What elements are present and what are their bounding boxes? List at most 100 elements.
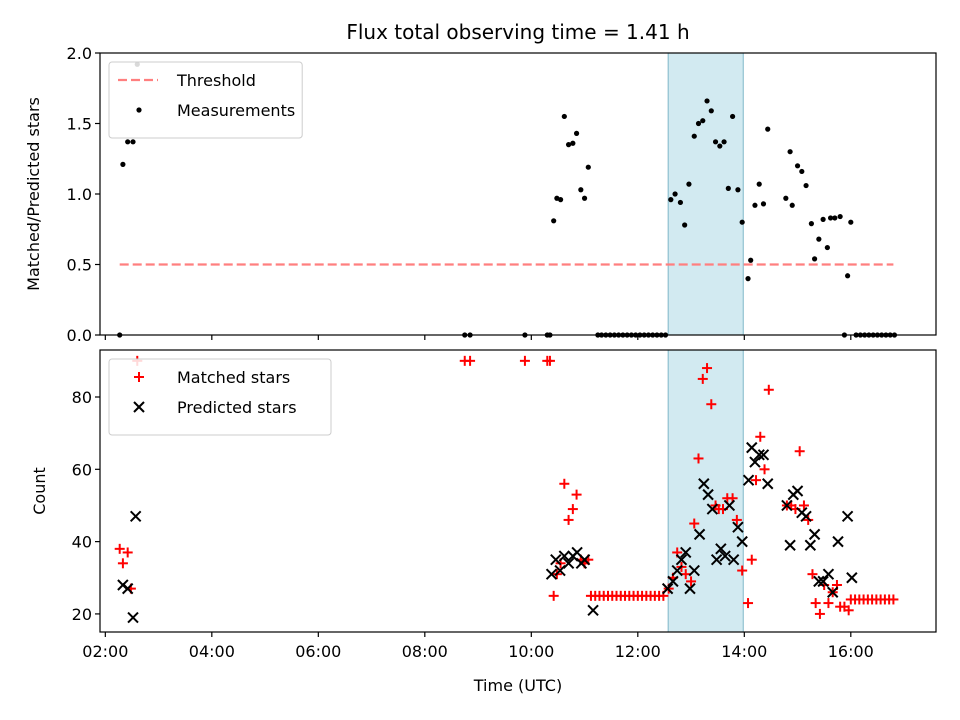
- bottom-x-point-36-b: [757, 449, 770, 461]
- bottom-legend: Matched stars Predicted stars: [108, 358, 332, 436]
- bottom-x-point-51-b: [841, 510, 854, 523]
- bottom-x-point-48-b: [822, 568, 835, 580]
- bottom-y-tick-label-1: 40: [72, 533, 92, 552]
- top-legend-label-0: Threshold: [176, 71, 256, 90]
- bottom-x-point-4-b: [545, 568, 558, 580]
- bottom-plus-point-47: [702, 363, 713, 374]
- top-dot-point-72: [832, 215, 838, 221]
- top-legend: Threshold Measurements: [108, 61, 303, 139]
- top-dot-point-73: [837, 213, 843, 220]
- top-dot-point-47: [712, 139, 719, 145]
- bottom-y-tick-label-2: 60: [72, 460, 92, 479]
- top-dot-point-38: [672, 191, 678, 197]
- bottom-plus-point-61: [763, 384, 774, 395]
- bottom-axes-frame: [99, 349, 937, 633]
- top-dot-point-55: [748, 257, 754, 263]
- bottom-plus-point-48: [706, 399, 717, 410]
- bottom-x-point-12-b: [578, 553, 591, 566]
- bottom-x-point-38-b: [781, 499, 793, 512]
- bottom-x-point-41: [791, 485, 804, 497]
- bottom-x-point-4: [545, 568, 558, 580]
- bottom-plus-point-10: [548, 590, 559, 601]
- top-dot-point-67: [811, 256, 818, 262]
- bottom-x-point-32: [742, 474, 755, 486]
- bottom-x-point-35-b: [753, 449, 765, 461]
- bottom-x-point-45-b: [808, 528, 821, 541]
- bottom-x-point-36: [757, 449, 770, 461]
- bottom-plus-point-42: [680, 569, 691, 580]
- chart-title: Flux total observing time = 1.41 h: [346, 20, 689, 44]
- top-dot-point-2: [125, 139, 131, 145]
- bottom-x-point-8-b: [562, 557, 575, 570]
- top-y-ticks: 0.0 0.5 1.0 1.5 2.0: [67, 44, 100, 345]
- bottom-x-point-30: [732, 521, 744, 533]
- bottom-legend-swatch-1: [133, 401, 145, 413]
- bottom-x-point-10-b: [571, 546, 583, 559]
- top-dot-point-40: [682, 222, 688, 228]
- bottom-x-point-3: [129, 510, 142, 523]
- top-dot-point-41: [686, 181, 692, 187]
- bottom-x-point-48: [822, 568, 835, 580]
- bottom-plus-point-70: [814, 608, 825, 619]
- bottom-plus-point-56: [743, 598, 754, 609]
- top-dot-point-3: [130, 139, 136, 145]
- bottom-plus-point-60: [759, 464, 770, 475]
- bottom-x-point-32-b: [742, 474, 755, 486]
- top-panel: 0.00.51.01.52.0 Matched/Predicted stars …: [24, 44, 937, 345]
- bottom-x-point-38: [781, 499, 793, 512]
- bottom-x-point-7: [558, 550, 571, 562]
- bottom-plus-point-16: [571, 489, 582, 500]
- bottom-plus-point-68: [807, 569, 818, 580]
- bottom-x-point-5: [550, 553, 562, 566]
- top-y-tick-label-1: 0.5: [67, 256, 92, 275]
- bottom-plus-point-54: [731, 514, 742, 525]
- top-dot-point-45: [704, 98, 710, 104]
- bottom-plus-point-67: [803, 514, 814, 525]
- top-dot-point-69: [820, 216, 826, 222]
- x-tick-label-3: 08:00: [402, 642, 448, 661]
- bottom-x-point-27: [719, 550, 731, 562]
- top-dot-point-52: [735, 187, 741, 193]
- top-dot-point-17: [578, 187, 584, 193]
- top-y-tick-label-0: 0.0: [67, 326, 92, 345]
- bottom-x-point-28-b: [723, 499, 736, 512]
- bottom-x-point-12: [578, 553, 591, 566]
- bottom-plus-point-13: [559, 478, 570, 489]
- bottom-x-point-46-b: [813, 575, 825, 588]
- bottom-x-point-35: [753, 449, 765, 461]
- x-tick-label-6: 14:00: [721, 642, 767, 661]
- top-dot-point-75: [848, 219, 854, 225]
- top-dot-point-49: [721, 139, 727, 145]
- bottom-plus-point-9: [544, 355, 555, 366]
- top-dot-point-59: [765, 126, 771, 132]
- bottom-x-point-19-b: [684, 582, 696, 595]
- top-dot-point-42: [691, 133, 697, 139]
- bottom-x-point-25: [710, 553, 723, 566]
- bottom-y-tick-label-3: 80: [72, 388, 92, 407]
- bottom-x-point-24-b: [706, 503, 719, 515]
- bottom-x-point-18-b: [680, 546, 692, 559]
- bottom-plus-point-15: [567, 504, 578, 515]
- bottom-plus-point-55: [737, 565, 748, 576]
- bottom-x-point-52: [846, 572, 858, 584]
- top-span-rect: [667, 52, 744, 336]
- top-dot-point-43: [695, 120, 702, 127]
- top-y-tick-label-3: 1.5: [67, 115, 92, 134]
- bottom-x-point-45: [808, 528, 821, 541]
- bottom-x-point-37: [762, 478, 774, 490]
- bottom-x-point-47-b: [817, 575, 829, 588]
- bottom-x-point-23-b: [702, 488, 714, 501]
- top-dot-point-58: [760, 201, 767, 207]
- bottom-plus-point-46: [697, 373, 708, 384]
- bottom-legend-swatch-1-b: [133, 401, 145, 413]
- top-dot-point-37: [668, 197, 674, 203]
- bottom-plus-point-2: [122, 547, 133, 558]
- x-tick-label-7: 16:00: [828, 642, 874, 661]
- bottom-x-point-2-b: [127, 611, 139, 624]
- bottom-plus-point-65: [794, 446, 805, 457]
- bottom-x-point-50: [832, 535, 844, 548]
- bottom-x-point-22: [698, 478, 710, 490]
- bottom-x-point-13: [587, 604, 599, 617]
- top-dot-point-70: [824, 244, 830, 251]
- top-x-ticks: [104, 335, 852, 340]
